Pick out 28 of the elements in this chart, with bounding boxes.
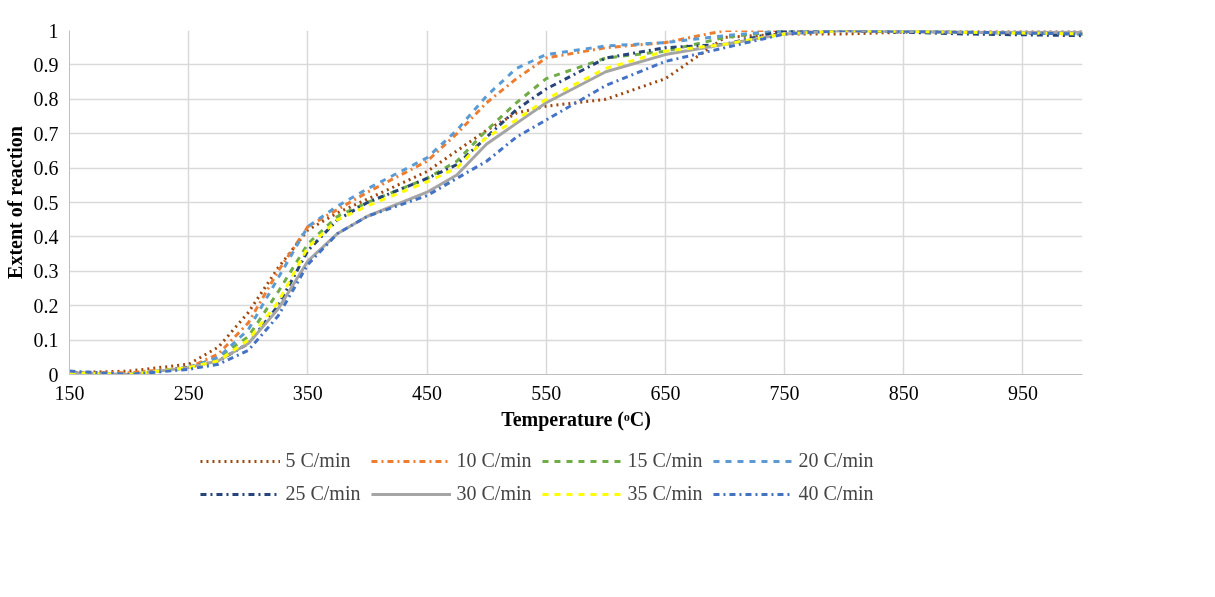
y-tick-label: 0.9 xyxy=(33,53,59,76)
y-tick-label: 0.6 xyxy=(33,157,59,180)
x-tick-label: 450 xyxy=(412,381,443,404)
legend-label: 35 C/min xyxy=(627,482,703,505)
x-tick-label: 250 xyxy=(173,381,204,404)
y-tick-label: 0.3 xyxy=(33,260,59,283)
legend-label: 40 C/min xyxy=(798,482,874,505)
legend-label: 5 C/min xyxy=(285,449,351,472)
legend-label: 15 C/min xyxy=(627,449,703,472)
y-tick-label: 0.7 xyxy=(33,122,59,145)
y-axis-title: Extent of reaction xyxy=(3,126,26,279)
y-tick-label: 0.8 xyxy=(33,88,59,111)
y-tick-label: 0.2 xyxy=(33,294,59,317)
legend-label: 10 C/min xyxy=(456,449,532,472)
x-tick-label: 850 xyxy=(888,381,919,404)
x-tick-label: 650 xyxy=(650,381,681,404)
legend-label: 20 C/min xyxy=(798,449,874,472)
legend-label: 25 C/min xyxy=(285,482,361,505)
x-tick-label: 550 xyxy=(531,381,562,404)
x-tick-label: 950 xyxy=(1007,381,1038,404)
y-tick-label: 0.1 xyxy=(33,329,59,352)
x-axis-title: Temperature (ᵒC) xyxy=(501,407,651,431)
legend-label: 30 C/min xyxy=(456,482,532,505)
y-tick-label: 1 xyxy=(48,19,59,42)
y-tick-label: 0.4 xyxy=(33,225,59,248)
x-tick-label: 350 xyxy=(292,381,323,404)
y-tick-label: 0.5 xyxy=(33,191,59,214)
x-tick-label: 750 xyxy=(769,381,800,404)
